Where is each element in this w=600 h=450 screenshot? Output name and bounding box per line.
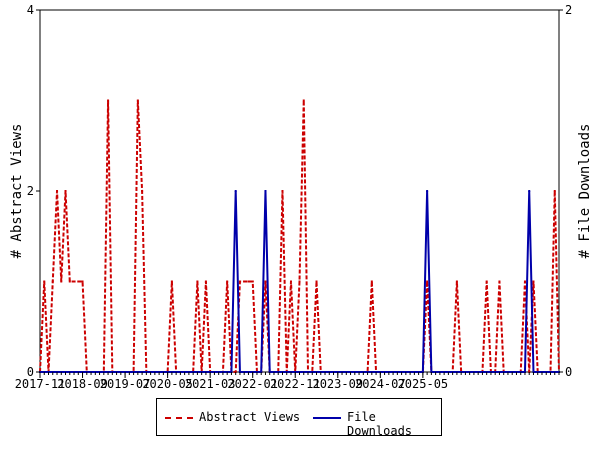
series-line-abstract-views xyxy=(39,100,560,373)
y-left-axis-title: # Abstract Views xyxy=(9,124,25,259)
data-point xyxy=(43,280,46,283)
y-right-axis-title: # File Downloads xyxy=(577,124,593,259)
data-point xyxy=(51,280,54,283)
data-point xyxy=(298,280,301,283)
series-layer xyxy=(39,99,560,373)
data-point xyxy=(234,190,237,192)
data-point xyxy=(204,280,207,283)
data-point xyxy=(485,280,488,283)
legend-label-file-downloads: File Downloads xyxy=(347,410,413,438)
x-tick-label: 2020-05 xyxy=(142,377,193,391)
x-tick-label: 2021-03 xyxy=(185,377,236,391)
data-point xyxy=(56,190,59,192)
y-left-tick-label: 0 xyxy=(27,365,34,379)
x-tick-label: 2017-11 xyxy=(15,377,66,391)
data-point xyxy=(238,280,241,283)
data-point xyxy=(302,99,305,102)
data-point xyxy=(251,280,254,283)
x-tick-label: 2018-09 xyxy=(57,377,108,391)
data-point xyxy=(426,280,429,283)
data-point xyxy=(107,99,110,102)
x-tick-label: 2022-01 xyxy=(227,377,278,391)
x-tick-label: 2019-07 xyxy=(100,377,151,391)
data-point xyxy=(523,280,526,283)
y-right-tick-label: 2 xyxy=(565,3,572,17)
data-point xyxy=(264,280,267,283)
data-point xyxy=(196,280,199,283)
x-tick-label: 2025-05 xyxy=(398,377,449,391)
legend: Abstract Views File Downloads xyxy=(156,398,442,438)
data-point xyxy=(498,280,501,283)
data-point xyxy=(264,190,267,192)
data-point xyxy=(532,280,535,283)
data-point xyxy=(281,190,284,192)
x-tick-label: 2023-09 xyxy=(312,377,363,391)
y-left-tick-label: 2 xyxy=(27,184,34,198)
data-point xyxy=(243,280,246,283)
data-point xyxy=(136,99,139,102)
data-point xyxy=(553,190,556,192)
data-point xyxy=(289,280,292,283)
y-right-tick-label: 0 xyxy=(565,365,572,379)
data-point xyxy=(77,280,80,283)
data-point xyxy=(68,280,71,283)
legend-label-abstract-views: Abstract Views xyxy=(199,410,301,424)
data-point xyxy=(170,280,173,283)
data-point xyxy=(141,190,144,192)
x-tick-label: 2024-07 xyxy=(355,377,406,391)
data-point xyxy=(426,190,429,192)
data-point xyxy=(81,280,84,283)
data-point xyxy=(455,280,458,283)
data-point xyxy=(370,280,373,283)
x-tick-label: 2022-11 xyxy=(270,377,321,391)
y-left-tick-label: 4 xyxy=(27,3,34,17)
data-point xyxy=(247,280,250,283)
data-point xyxy=(226,280,229,283)
data-point xyxy=(64,190,67,192)
legend-swatch-file-downloads xyxy=(313,417,341,419)
data-point xyxy=(528,190,531,192)
legend-swatch-abstract-views xyxy=(165,417,193,419)
data-point xyxy=(60,280,63,283)
data-point xyxy=(73,280,76,283)
plot-area xyxy=(39,9,560,373)
axis-layer: 0 2 4 0 2 2017-112018-092019-072020-052021-03… xyxy=(15,3,573,391)
data-point xyxy=(315,280,318,283)
